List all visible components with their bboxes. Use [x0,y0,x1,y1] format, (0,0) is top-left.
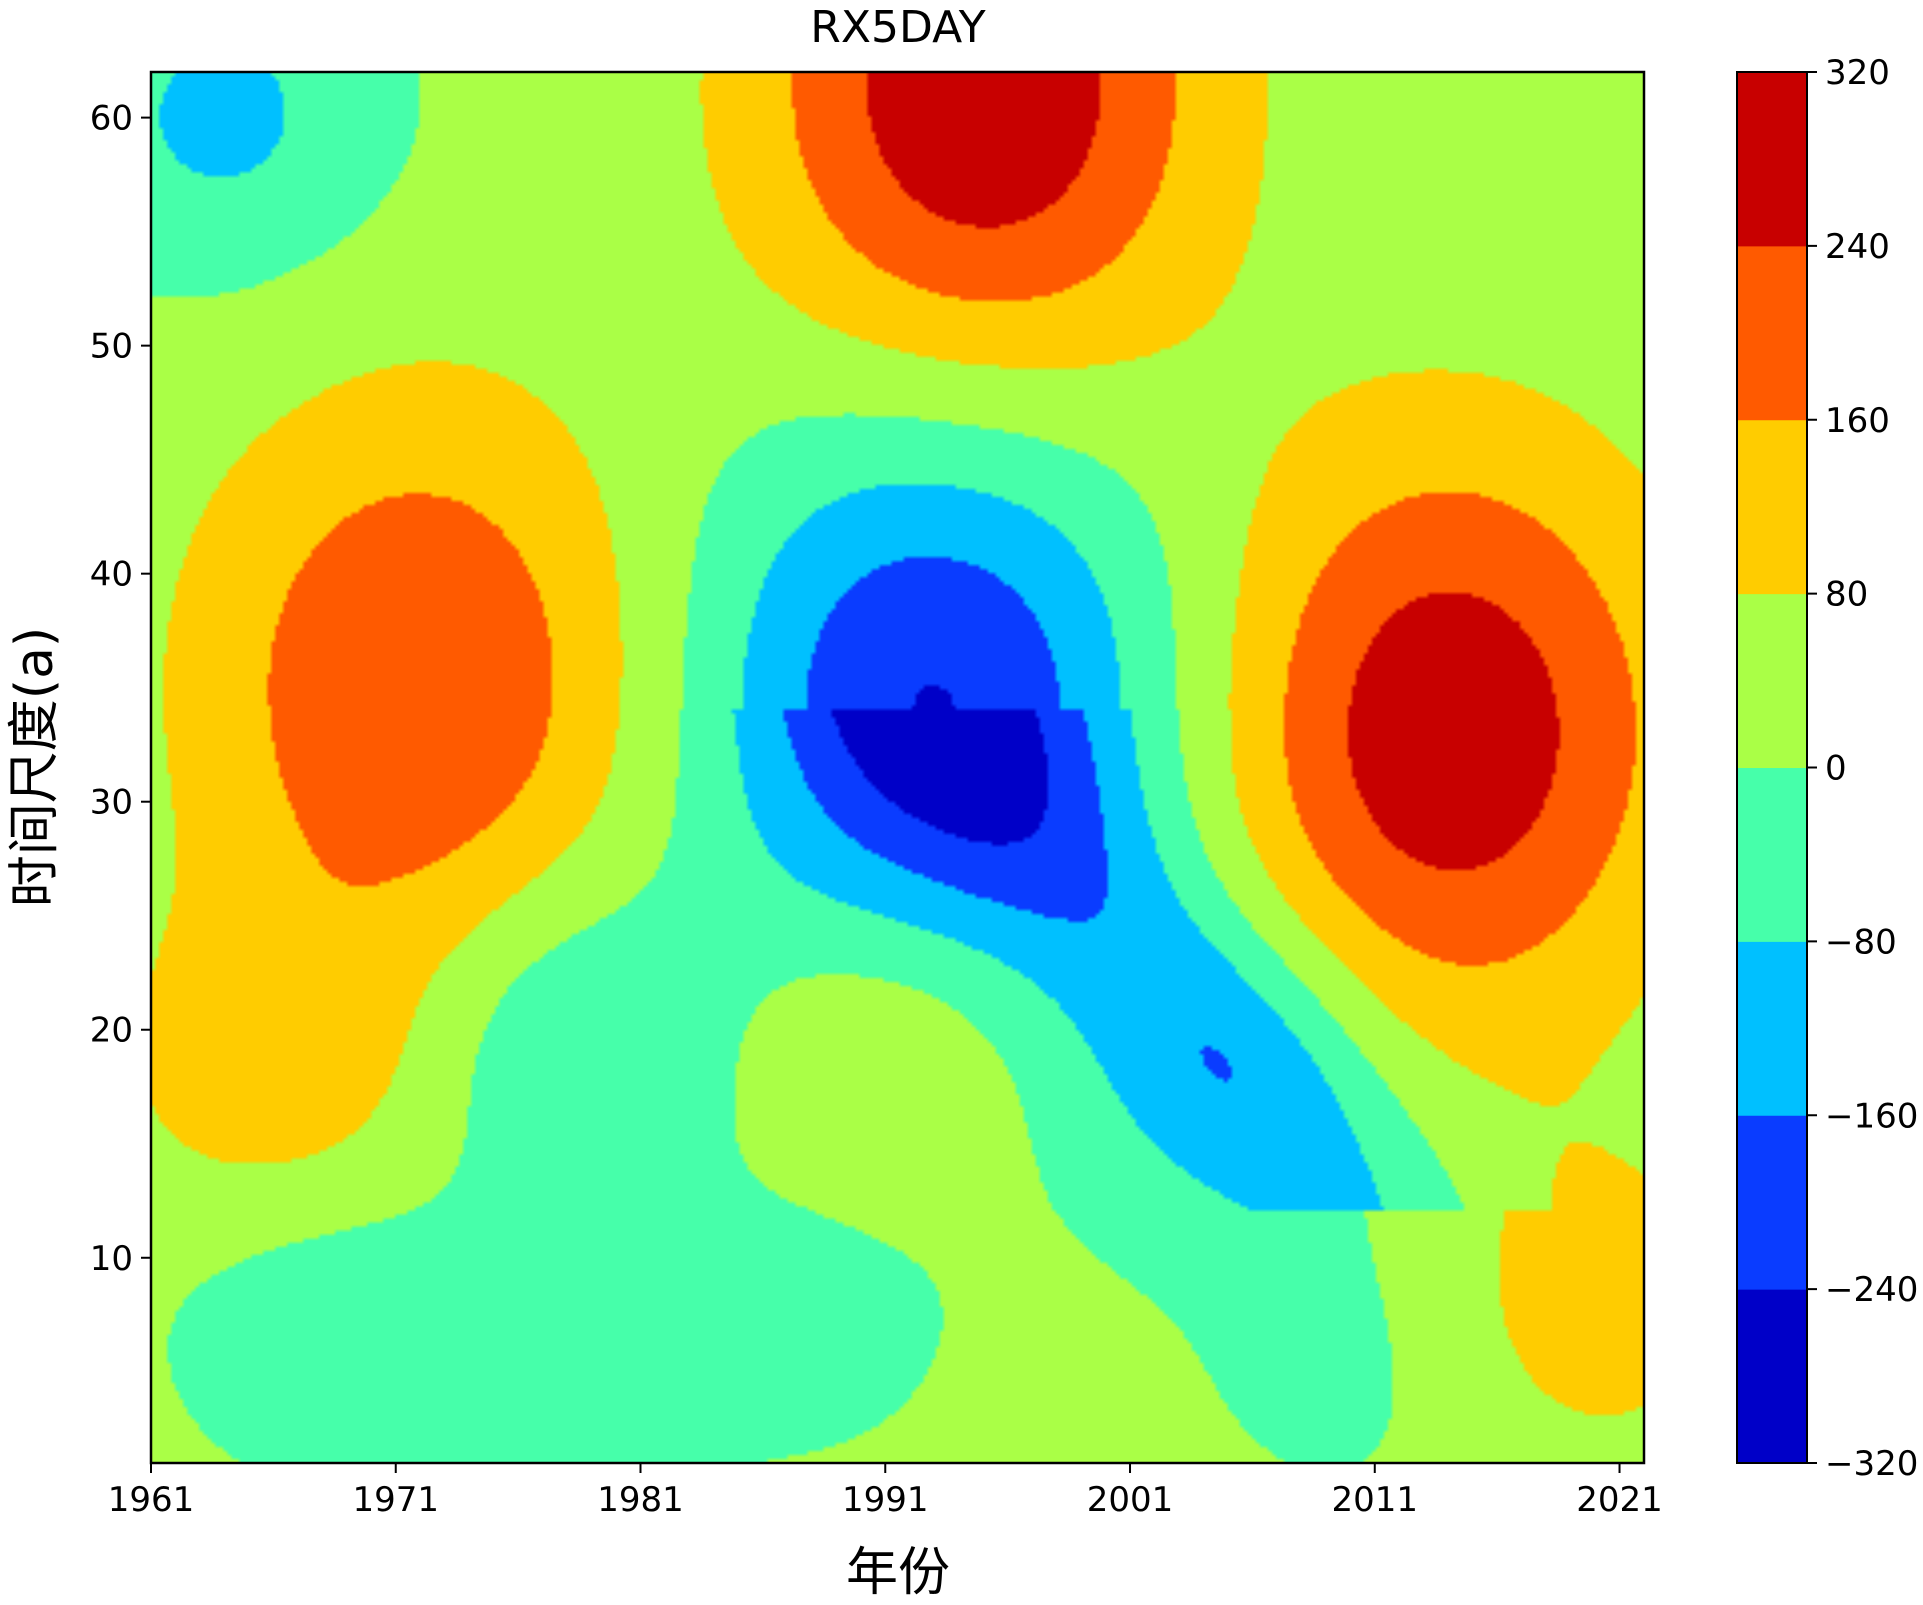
colorbar-tick-label: 320 [1825,53,1890,93]
colorbar-tick-label: −80 [1825,922,1897,962]
colorbar-tick-label: 0 [1825,749,1847,789]
y-tick-label: 10 [90,1239,133,1279]
x-tick-label: 1991 [842,1480,929,1520]
colorbar-band [1737,593,1807,768]
contour-field [151,72,1644,1463]
y-axis: 10 20 30 40 50 60 [90,99,151,1279]
colorbar-tick-label: −160 [1825,1096,1918,1136]
y-tick-label: 50 [90,327,133,367]
y-tick-label: 60 [90,99,133,139]
x-tick-label: 1981 [597,1480,684,1520]
colorbar-band [1737,1289,1807,1464]
x-tick-label: 1971 [352,1480,439,1520]
colorbar-band [1737,245,1807,421]
y-tick-label: 40 [90,555,133,595]
x-tick-label: 1961 [108,1480,195,1520]
x-tick-label: 2011 [1332,1480,1419,1520]
chart-title: RX5DAY [810,2,986,53]
x-tick-label: 2021 [1576,1480,1663,1520]
colorbar-band [1737,419,1807,595]
colorbar-tick-label: −320 [1825,1444,1918,1484]
colorbar-band [1737,941,1807,1116]
plot-frame [149,70,1646,1465]
colorbar-tick-label: 160 [1825,401,1890,441]
plot-area [149,70,1646,1465]
x-axis: 1961 1971 1981 1991 2001 2011 2021 [108,1463,1663,1520]
x-tick-label: 2001 [1087,1480,1174,1520]
colorbar-band [1737,1115,1807,1290]
y-tick-label: 30 [90,783,133,823]
x-axis-title: 年份 [846,1543,950,1603]
y-axis-title: 时间尺度(a) [5,627,65,907]
colorbar-tick-label: 80 [1825,575,1868,615]
colorbar-band [1737,767,1807,942]
colorbar-tick-label: −240 [1825,1270,1918,1310]
y-tick-label: 20 [90,1011,133,1051]
colorbar-band [1737,72,1807,247]
colorbar: 320 240 160 80 0 −80 −160 −240 −320 [1736,53,1918,1484]
colorbar-tick-label: 240 [1825,227,1890,267]
